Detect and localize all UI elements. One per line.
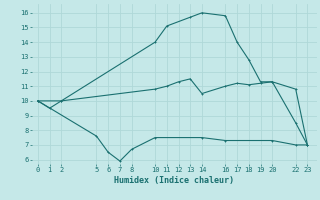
- X-axis label: Humidex (Indice chaleur): Humidex (Indice chaleur): [115, 176, 234, 185]
